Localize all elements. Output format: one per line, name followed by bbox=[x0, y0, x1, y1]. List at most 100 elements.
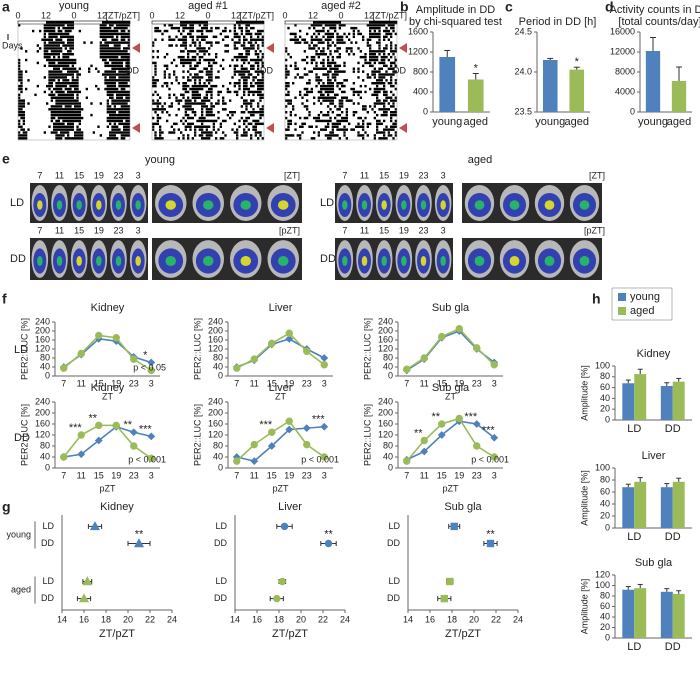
point bbox=[320, 354, 329, 362]
point bbox=[250, 355, 258, 363]
actogram-activity bbox=[257, 84, 264, 88]
point bbox=[95, 331, 103, 340]
actogram-activity bbox=[41, 38, 53, 41]
actogram-activity bbox=[175, 35, 178, 39]
actogram-activity bbox=[303, 73, 309, 76]
actogram-activity bbox=[102, 73, 130, 76]
y-tick-label: 160 bbox=[208, 334, 223, 344]
actogram-activity bbox=[390, 116, 393, 120]
imaging-row-label: DD bbox=[10, 253, 26, 265]
imaging-time: 7 bbox=[342, 225, 347, 235]
imaging-time: 15 bbox=[74, 170, 84, 180]
y-category-label: LD bbox=[215, 521, 227, 531]
actogram-activity bbox=[261, 137, 264, 140]
y-tick-label: 8000 bbox=[615, 66, 635, 76]
actogram-tick-label: 12 bbox=[364, 10, 374, 20]
x-tick-label: 11 bbox=[250, 470, 259, 480]
actogram-activity bbox=[215, 26, 220, 30]
x-tick-label: 19 bbox=[111, 378, 121, 388]
significance: * bbox=[143, 349, 148, 361]
x-tick-label: 18 bbox=[447, 614, 457, 624]
actogram-activity bbox=[352, 90, 362, 94]
actogram-activity bbox=[201, 38, 206, 41]
actogram-activity bbox=[394, 119, 397, 123]
actogram-activity bbox=[369, 29, 372, 33]
actogram-activity bbox=[331, 76, 337, 79]
x-tick-label: 11 bbox=[420, 470, 429, 480]
actogram-activity bbox=[55, 38, 63, 41]
actogram-activity bbox=[254, 41, 257, 44]
y-tick-label: 240 bbox=[35, 316, 50, 326]
actogram-activity bbox=[191, 55, 197, 59]
actogram-activity bbox=[198, 44, 201, 47]
y-tick-label: 40 bbox=[213, 451, 223, 461]
actogram-activity bbox=[331, 122, 341, 126]
actogram-activity bbox=[238, 125, 241, 128]
actogram-activity bbox=[317, 32, 320, 36]
actogram-activity bbox=[109, 76, 116, 79]
actogram-activity bbox=[217, 99, 220, 102]
actogram-activity bbox=[180, 32, 183, 36]
actogram-activity bbox=[189, 87, 204, 91]
y-tick-label: 0 bbox=[605, 632, 610, 642]
actogram-activity bbox=[198, 50, 208, 53]
actogram-activity bbox=[240, 105, 243, 108]
actogram-activity bbox=[48, 93, 56, 97]
actogram-activity bbox=[303, 105, 309, 108]
actogram-activity bbox=[120, 55, 130, 59]
actogram-activity bbox=[168, 96, 171, 99]
actogram-activity bbox=[376, 119, 381, 123]
actogram-activity bbox=[18, 24, 21, 27]
actogram-activity bbox=[233, 41, 241, 44]
actogram-activity bbox=[18, 137, 28, 140]
actogram-activity bbox=[357, 70, 360, 73]
actogram-activity bbox=[184, 47, 187, 50]
actogram-activity bbox=[152, 99, 155, 102]
luminescence-peak bbox=[56, 255, 63, 267]
actogram-activity bbox=[254, 122, 264, 126]
actogram-activity bbox=[380, 55, 388, 59]
bar bbox=[671, 81, 687, 112]
actogram-activity bbox=[180, 44, 187, 47]
x-tick-label: 7 bbox=[61, 470, 66, 480]
panel-label: d bbox=[605, 0, 614, 15]
actogram-activity bbox=[390, 125, 397, 128]
y-tick-label: 80 bbox=[213, 440, 223, 450]
dd-marker bbox=[132, 43, 140, 53]
actogram-activity bbox=[394, 82, 397, 85]
luminescence-peak bbox=[115, 255, 122, 267]
actogram-activity bbox=[109, 122, 112, 126]
actogram-activity bbox=[390, 41, 393, 44]
significance: ** bbox=[88, 412, 97, 424]
actogram-activity bbox=[329, 67, 339, 70]
actogram-activity bbox=[184, 90, 190, 94]
actogram-activity bbox=[154, 90, 157, 94]
x-tick-label: 23 bbox=[472, 470, 482, 480]
actogram-activity bbox=[217, 93, 220, 97]
actogram-activity bbox=[46, 102, 49, 105]
x-tick-label: 23 bbox=[472, 378, 482, 388]
actogram-activity bbox=[113, 105, 116, 108]
actogram-activity bbox=[120, 137, 126, 140]
actogram-activity bbox=[243, 122, 246, 126]
actogram-title: young bbox=[59, 0, 89, 12]
actogram-activity bbox=[212, 122, 215, 126]
actogram-activity bbox=[99, 134, 102, 137]
actogram-activity bbox=[247, 93, 250, 97]
luminescence-peak bbox=[509, 255, 520, 267]
actogram-activity bbox=[343, 134, 346, 137]
actogram-activity bbox=[289, 64, 292, 68]
actogram-activity bbox=[378, 53, 381, 56]
actogram-activity bbox=[53, 122, 65, 126]
actogram-activity bbox=[184, 113, 190, 117]
actogram-activity bbox=[180, 50, 185, 53]
actogram-activity bbox=[327, 55, 330, 59]
actogram-activity bbox=[254, 70, 264, 73]
actogram-activity bbox=[99, 55, 119, 59]
bar bbox=[467, 79, 484, 112]
actogram-activity bbox=[387, 24, 395, 27]
point bbox=[324, 539, 333, 548]
actogram-activity bbox=[156, 119, 159, 123]
actogram-activity bbox=[152, 82, 157, 85]
actogram-activity bbox=[250, 64, 255, 68]
